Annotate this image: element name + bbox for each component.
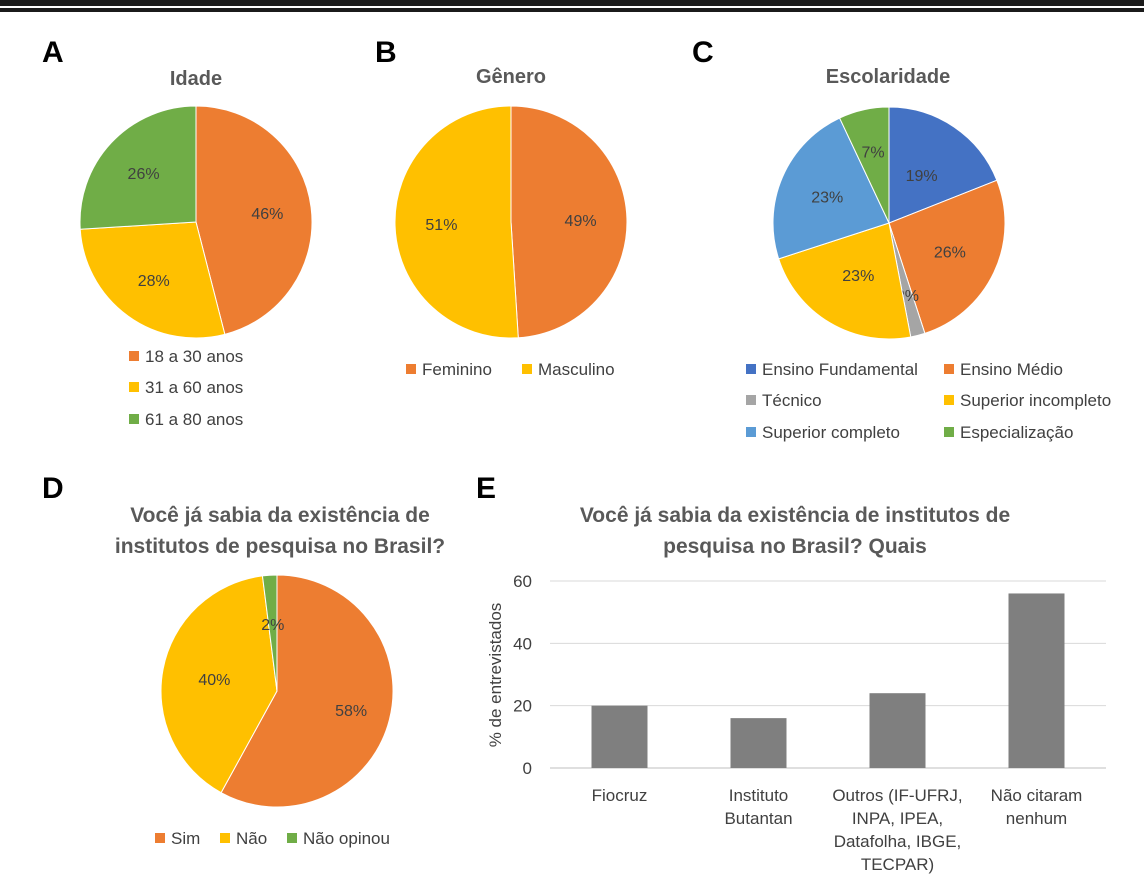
legend-swatch-d-2	[287, 833, 297, 843]
legend-swatch-c-4	[746, 427, 756, 437]
panel-label-c: C	[692, 36, 714, 69]
legend-swatch-a-1	[129, 382, 139, 392]
data-label-c-4: 23%	[811, 189, 843, 206]
legend-swatch-c-1	[944, 364, 954, 374]
legend-swatch-c-0	[746, 364, 756, 374]
y-tick-label: 20	[513, 697, 532, 716]
data-label-d-0: 58%	[335, 703, 367, 720]
panel-label-a: A	[42, 36, 64, 69]
legend-item-d-2: Não opinou	[303, 829, 390, 848]
pie-slice-c-1	[888, 179, 1006, 334]
pie-slice-d-0	[220, 574, 394, 808]
legend-item-c-3: Superior incompleto	[960, 391, 1111, 410]
data-label-c-5: 7%	[861, 145, 884, 162]
legend-item-d-1: Não	[236, 829, 267, 848]
pie-slice-a-1	[79, 221, 226, 339]
y-tick-label: 0	[523, 759, 532, 778]
pie-slice-c-0	[888, 106, 998, 224]
y-tick-label: 60	[513, 572, 532, 591]
data-label-d-1: 40%	[198, 672, 230, 689]
panel-label-b: B	[375, 36, 397, 69]
bar-0	[591, 705, 648, 768]
data-label-a-0: 46%	[251, 206, 283, 223]
data-label-c-3: 23%	[842, 268, 874, 285]
legend-item-c-1: Ensino Médio	[960, 360, 1063, 379]
pie-slice-c-4	[772, 117, 890, 260]
data-label-b-0: 49%	[565, 213, 597, 230]
panel-label-d: D	[42, 472, 64, 505]
data-label-c-1: 26%	[934, 245, 966, 262]
legend-swatch-b-1	[522, 364, 532, 374]
chart-title-genero: Gênero	[475, 66, 547, 88]
top-border	[0, 0, 1144, 12]
pie-slice-a-0	[195, 105, 313, 335]
legend-item-c-0: Ensino Fundamental	[762, 360, 918, 379]
x-tick-label-2: Outros (IF-UFRJ, INPA, IPEA, Datafolha, IB…	[832, 786, 962, 874]
chart-title-e: Você já sabia da existência de instituto…	[579, 504, 1011, 558]
legend-item-d-0: Sim	[171, 829, 200, 848]
legend-swatch-c-3	[944, 395, 954, 405]
bar-3	[1008, 593, 1065, 768]
legend-item-b-0: Feminino	[422, 360, 492, 379]
chart-title-d: Você já sabia da existência de instituto…	[114, 504, 446, 558]
pie-slice-c-5	[838, 106, 890, 224]
y-axis-label: % de entrevistados	[486, 603, 505, 748]
legend-item-c-2: Técnico	[762, 391, 822, 410]
legend-swatch-c-5	[944, 427, 954, 437]
data-label-b-1: 51%	[425, 217, 457, 234]
legend-swatch-b-0	[406, 364, 416, 374]
legend-swatch-c-2	[746, 395, 756, 405]
bar-1	[730, 718, 787, 768]
legend-item-a-1: 31 a 60 anos	[145, 378, 243, 397]
legend-item-a-0: 18 a 30 anos	[145, 347, 243, 366]
legend-item-a-2: 61 a 80 anos	[145, 410, 243, 429]
x-tick-label-1: Instituto Butantan	[724, 786, 792, 828]
pie-slice-a-2	[79, 105, 197, 230]
legend-item-c-4: Superior completo	[762, 423, 900, 442]
pie-slice-b-1	[394, 105, 519, 339]
pie-slice-b-0	[510, 105, 628, 339]
panel-label-e: E	[476, 472, 497, 505]
legend-swatch-d-0	[155, 833, 165, 843]
y-tick-label: 40	[513, 634, 532, 653]
legend-swatch-a-2	[129, 414, 139, 424]
chart-title-idade: Idade	[169, 68, 223, 90]
chart-title-escolaridade: Escolaridade	[825, 66, 951, 88]
legend-swatch-d-1	[220, 833, 230, 843]
data-label-a-2: 26%	[128, 166, 160, 183]
bar-2	[869, 693, 926, 768]
legend-item-c-5: Especialização	[960, 423, 1073, 442]
x-tick-label-0: Fiocruz	[592, 786, 648, 805]
legend-item-b-1: Masculino	[538, 360, 615, 379]
x-tick-label-3: Não citaram nenhum	[991, 786, 1083, 828]
data-label-c-0: 19%	[906, 168, 938, 185]
legend-swatch-a-0	[129, 351, 139, 361]
pie-slice-d-1	[160, 575, 278, 794]
data-label-d-2: 2%	[261, 617, 284, 634]
pie-slice-d-2	[261, 574, 278, 692]
data-label-a-1: 28%	[138, 273, 170, 290]
pie-slice-c-3	[778, 222, 912, 340]
